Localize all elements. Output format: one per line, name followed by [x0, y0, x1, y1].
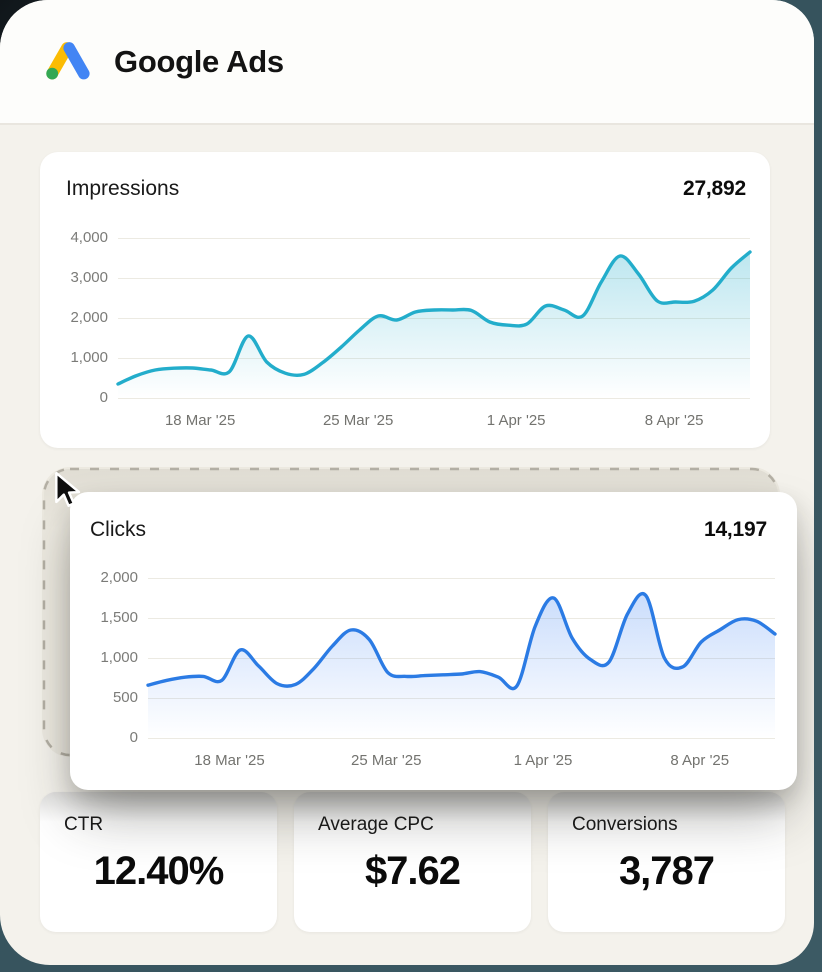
google-ads-logo-icon	[46, 41, 90, 79]
x-tick: 18 Mar '25	[164, 412, 236, 429]
impressions-y-axis: 4,000 3,000 2,000 1,000 0	[40, 229, 108, 406]
clicks-x-axis: 18 Mar '25 25 Mar '25 1 Apr '25 8 Apr '2…	[148, 748, 775, 772]
y-tick: 0	[99, 389, 108, 406]
ctr-label: CTR	[64, 814, 104, 835]
conversions-value: 3,787	[618, 849, 715, 893]
impressions-plot-area[interactable]	[116, 238, 752, 399]
mouse-cursor-icon	[55, 471, 81, 507]
ctr-card[interactable]: CTR 12.40%	[40, 792, 277, 932]
y-tick: 0	[129, 729, 138, 746]
y-tick: 2,000	[70, 309, 108, 326]
average-cpc-card[interactable]: Average CPC $7.62	[294, 792, 531, 932]
x-tick: 8 Apr '25	[644, 412, 704, 429]
x-tick: 18 Mar '25	[194, 752, 265, 769]
impressions-card[interactable]: Impressions 27,892 4,000 3,000 2,000 1,0…	[40, 152, 770, 448]
y-tick: 1,000	[70, 349, 108, 366]
impressions-total: 27,892	[682, 177, 746, 200]
ctr-value: 12.40%	[93, 849, 225, 893]
y-tick: 4,000	[70, 229, 108, 246]
y-tick: 500	[112, 689, 138, 706]
impressions-card-header: Impressions 27,892	[40, 152, 770, 201]
x-tick: 25 Mar '25	[322, 412, 394, 429]
x-tick: 1 Apr '25	[513, 752, 573, 769]
app-header: Google Ads	[0, 0, 814, 125]
impressions-title: Impressions	[66, 177, 180, 200]
app-title: Google Ads	[114, 43, 284, 79]
clicks-y-axis: 2,000 1,500 1,000 500 0	[70, 569, 138, 746]
metrics-row: CTR 12.40% Average CPC $7.62 Conversions…	[40, 792, 785, 932]
clicks-line-series	[146, 592, 777, 738]
impressions-line-series	[116, 250, 752, 398]
clicks-plot-area[interactable]	[146, 578, 777, 739]
y-tick: 3,000	[70, 269, 108, 286]
dashed-outline	[42, 467, 780, 757]
impressions-chart: 4,000 3,000 2,000 1,000 0 18 Mar '25 25 …	[40, 229, 752, 448]
impressions-x-axis: 18 Mar '25 25 Mar '25 1 Apr '25 8 Apr '2…	[118, 408, 750, 432]
conversions-label: Conversions	[572, 814, 678, 835]
average-cpc-label: Average CPC	[318, 814, 434, 835]
conversions-card[interactable]: Conversions 3,787	[548, 792, 785, 932]
average-cpc-value: $7.62	[364, 849, 461, 893]
clicks-total: 14,197	[703, 518, 767, 541]
x-tick: 8 Apr '25	[670, 752, 730, 769]
y-tick: 1,500	[100, 609, 138, 626]
clicks-title: Clicks	[90, 518, 146, 541]
clicks-chart: 2,000 1,500 1,000 500 0 18 Mar '25 25 Ma…	[70, 569, 777, 788]
y-tick: 1,000	[100, 649, 138, 666]
x-tick: 25 Mar '25	[351, 752, 422, 769]
y-tick: 2,000	[100, 569, 138, 586]
clicks-card[interactable]: Clicks 14,197 2,000 1,500 1,000 500 0	[70, 492, 797, 790]
clicks-card-header: Clicks 14,197	[70, 492, 797, 542]
x-tick: 1 Apr '25	[486, 412, 546, 429]
